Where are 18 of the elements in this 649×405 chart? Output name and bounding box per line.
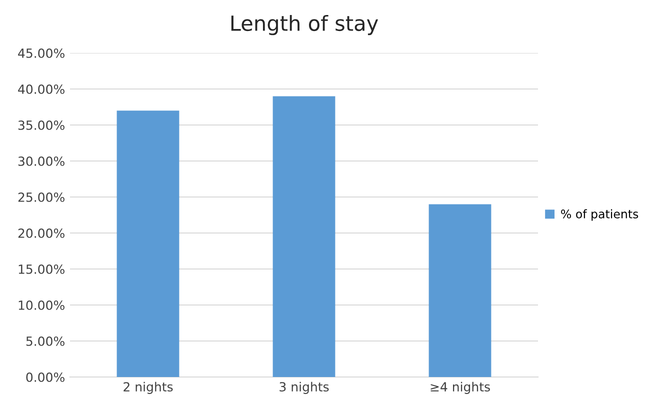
- bar: [428, 204, 492, 377]
- y-tick-label: 40.00%: [18, 84, 64, 94]
- y-tick-label: 0.00%: [26, 372, 64, 382]
- bar: [116, 110, 180, 377]
- y-tick-label: 35.00%: [18, 120, 64, 130]
- x-tick-label: 2 nights: [124, 382, 173, 394]
- y-tick-label: 45.00%: [18, 48, 64, 58]
- legend-label: % of patients: [561, 209, 638, 221]
- chart-title: Length of stay: [231, 14, 378, 36]
- bar: [272, 96, 336, 377]
- x-tick-label: ≥4 nights: [430, 382, 490, 394]
- x-tick-label: 3 nights: [280, 382, 329, 394]
- y-tick-label: 25.00%: [18, 192, 64, 202]
- y-tick-label: 30.00%: [18, 156, 64, 166]
- y-tick-label: 15.00%: [18, 264, 64, 274]
- y-tick-label: 10.00%: [18, 300, 64, 310]
- y-tick-label: 5.00%: [26, 336, 64, 346]
- y-tick-label: 20.00%: [18, 228, 64, 238]
